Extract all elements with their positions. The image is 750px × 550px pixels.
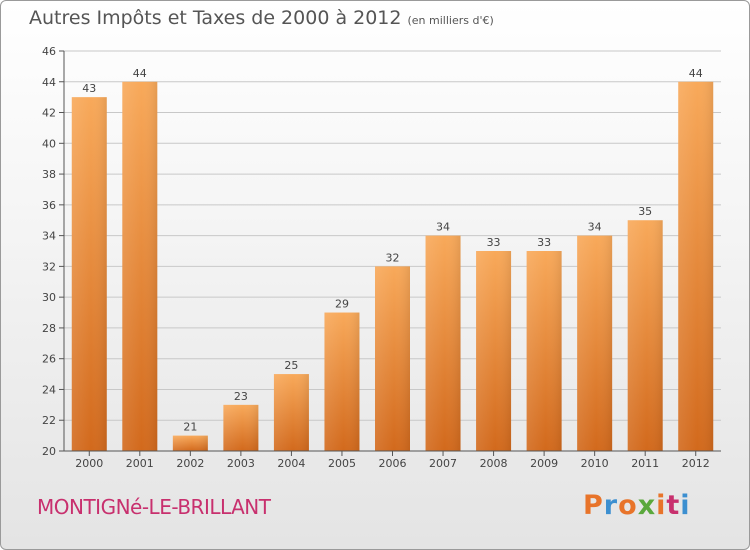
logo-letter: o (618, 490, 638, 521)
y-tick-label: 40 (42, 137, 56, 150)
chart-title-block: Autres Impôts et Taxes de 2000 à 2012 (en… (29, 7, 494, 29)
data-label: 35 (638, 205, 652, 218)
y-tick-label: 22 (42, 414, 56, 427)
x-tick-label: 2001 (126, 457, 154, 470)
bar-shade (71, 97, 107, 452)
x-tick-label: 2009 (530, 457, 558, 470)
data-label: 34 (588, 221, 602, 234)
x-tick-label: 2012 (682, 457, 710, 470)
data-label: 44 (689, 67, 703, 80)
x-tick-label: 2011 (631, 457, 659, 470)
data-label: 34 (436, 221, 450, 234)
logo-letter: P (583, 490, 604, 521)
y-tick-label: 34 (42, 230, 56, 243)
bar-shade (425, 235, 461, 451)
data-label: 25 (284, 359, 298, 372)
proxiti-logo[interactable]: Proxiti (583, 490, 691, 521)
x-tick-label: 2004 (277, 457, 305, 470)
data-label: 33 (537, 236, 551, 249)
logo-letter: i (680, 490, 691, 521)
chart-unit: (en milliers d'€) (407, 14, 494, 27)
bar-shade (526, 251, 562, 451)
axes: 20 22 24 26 28 30 32 34 36 38 40 42 44 46 2000 2001 2002… (42, 45, 721, 470)
chart-title: Autres Impôts et Taxes de 2000 à 2012 (29, 7, 402, 29)
y-tick-label: 44 (42, 76, 56, 89)
y-tick-label: 38 (42, 168, 56, 181)
logo-letter: i (656, 490, 667, 521)
data-label: 33 (487, 236, 501, 249)
x-tick-label: 2006 (379, 457, 407, 470)
data-label: 32 (386, 251, 400, 264)
data-label: 44 (133, 67, 147, 80)
y-tick-label: 30 (42, 291, 56, 304)
y-tick-label: 36 (42, 199, 56, 212)
bar-shade (375, 266, 410, 451)
data-label: 43 (82, 82, 96, 95)
data-label: 23 (234, 390, 248, 403)
bar-shade (273, 374, 309, 451)
x-tick-label: 2007 (429, 457, 457, 470)
bar-shade (678, 81, 714, 452)
y-tick-label: 28 (42, 322, 56, 335)
bar-shade (172, 435, 208, 451)
logo-letter: r (603, 490, 619, 521)
y-tick-label: 20 (42, 445, 56, 458)
y-tick-label: 32 (42, 260, 56, 273)
commune-name: MONTIGNé-LE-BRILLANT (37, 495, 271, 519)
y-tick-label: 24 (42, 383, 56, 396)
bar-shade (627, 220, 663, 451)
x-tick-label: 2008 (480, 457, 508, 470)
x-tick-label: 2002 (176, 457, 204, 470)
y-tick-label: 46 (42, 45, 56, 58)
bar-shade (122, 81, 158, 452)
x-tick-label: 2000 (75, 457, 103, 470)
logo-letter: x (637, 490, 657, 521)
y-tick-label: 42 (42, 107, 56, 120)
bars: 43 44 21 23 25 29 32 34 33 33 34 35 44 (71, 67, 714, 452)
y-tick-label: 26 (42, 353, 56, 366)
data-label: 21 (183, 421, 197, 434)
bar-shade (223, 404, 259, 451)
x-tick-label: 2003 (227, 457, 255, 470)
bar-shade (476, 251, 512, 451)
bar-shade (324, 312, 360, 451)
data-label: 29 (335, 298, 349, 311)
x-tick-label: 2010 (581, 457, 609, 470)
x-tick-label: 2005 (328, 457, 356, 470)
bar-shade (577, 235, 613, 451)
logo-letter: t (666, 490, 681, 521)
